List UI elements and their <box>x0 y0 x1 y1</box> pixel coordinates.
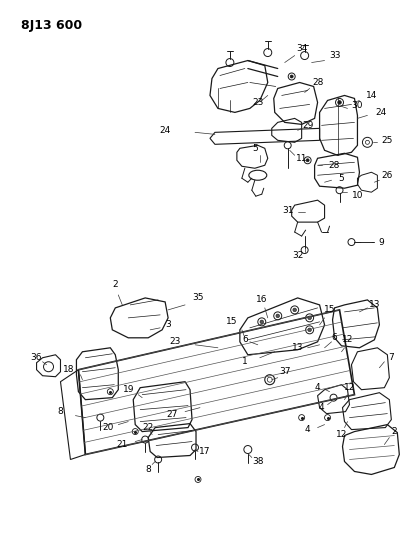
Text: 28: 28 <box>328 161 339 170</box>
Text: 6: 6 <box>331 333 336 342</box>
Circle shape <box>290 75 292 78</box>
Text: 23: 23 <box>251 98 263 107</box>
Text: 18: 18 <box>63 365 74 374</box>
Text: 11: 11 <box>295 154 307 163</box>
Text: 8: 8 <box>145 465 151 474</box>
Text: 30: 30 <box>351 101 363 110</box>
Text: 12: 12 <box>343 383 354 392</box>
Circle shape <box>292 308 296 312</box>
Text: 1: 1 <box>241 357 247 366</box>
Text: 27: 27 <box>166 410 177 419</box>
Text: 34: 34 <box>295 44 307 53</box>
Text: 15: 15 <box>226 317 237 326</box>
Text: 3: 3 <box>165 320 170 329</box>
Text: 6: 6 <box>241 335 247 344</box>
Circle shape <box>306 159 308 162</box>
Text: 14: 14 <box>365 91 376 100</box>
Text: 33: 33 <box>328 51 339 60</box>
Text: 23: 23 <box>169 337 180 346</box>
Text: 24: 24 <box>159 126 170 135</box>
Text: 5: 5 <box>338 174 344 183</box>
Text: 16: 16 <box>255 295 267 304</box>
Text: 25: 25 <box>381 136 392 145</box>
Text: 17: 17 <box>199 447 210 456</box>
Text: 2: 2 <box>391 427 396 436</box>
Text: 35: 35 <box>192 294 203 302</box>
Text: 37: 37 <box>278 367 290 376</box>
Text: 2: 2 <box>112 280 118 289</box>
Text: 13: 13 <box>291 343 303 352</box>
Text: 36: 36 <box>30 353 41 362</box>
Text: 9: 9 <box>378 238 383 247</box>
Circle shape <box>337 101 340 104</box>
Text: 15: 15 <box>323 305 334 314</box>
Circle shape <box>307 316 311 320</box>
Text: 26: 26 <box>381 171 392 180</box>
Text: 5: 5 <box>251 144 257 153</box>
Text: 8J13 600: 8J13 600 <box>20 19 81 31</box>
Text: 4: 4 <box>304 425 310 434</box>
Text: 8: 8 <box>57 407 63 416</box>
Text: 31: 31 <box>281 206 293 215</box>
Text: 19: 19 <box>122 385 134 394</box>
Text: 12: 12 <box>341 335 352 344</box>
Text: 24: 24 <box>375 108 386 117</box>
Text: 38: 38 <box>251 457 263 466</box>
Text: 10: 10 <box>351 191 363 200</box>
Text: 20: 20 <box>102 423 114 432</box>
Text: 7: 7 <box>387 353 393 362</box>
Circle shape <box>275 314 279 318</box>
Text: 29: 29 <box>301 121 312 130</box>
Text: 13: 13 <box>368 301 379 309</box>
Text: 22: 22 <box>142 423 154 432</box>
Circle shape <box>259 320 263 324</box>
Text: 32: 32 <box>291 251 303 260</box>
Text: 12: 12 <box>335 430 346 439</box>
Text: 21: 21 <box>116 440 128 449</box>
Text: 4: 4 <box>318 403 324 412</box>
Text: 28: 28 <box>311 78 322 87</box>
Circle shape <box>307 328 311 332</box>
Text: 4: 4 <box>314 383 320 392</box>
